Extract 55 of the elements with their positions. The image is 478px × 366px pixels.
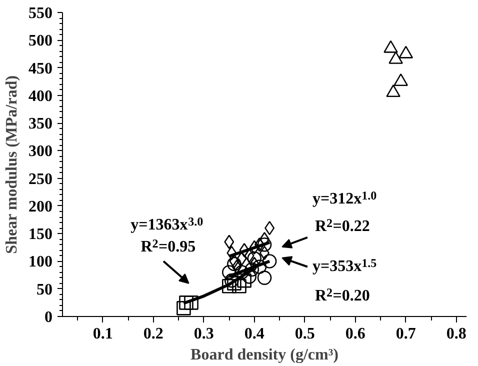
x-tick-label: 0.3	[194, 326, 214, 342]
point	[262, 254, 277, 268]
y-tick-label: 200	[28, 198, 52, 216]
x-tick-label: 0.7	[396, 326, 416, 342]
point	[249, 240, 260, 255]
point	[224, 273, 239, 288]
y-tick-label: 0	[44, 309, 52, 326]
point	[184, 296, 198, 310]
point	[244, 262, 260, 277]
point	[179, 296, 194, 310]
y-tick-label: 350	[28, 116, 52, 133]
point	[224, 234, 234, 250]
y-tick-label: 300	[28, 143, 52, 160]
point	[227, 256, 242, 272]
point	[244, 248, 254, 263]
point	[398, 46, 414, 58]
point	[242, 270, 256, 284]
x-tick-label: 0.4	[244, 326, 264, 342]
point	[236, 251, 247, 266]
point	[257, 238, 272, 252]
x-tick-label: 0.6	[345, 326, 366, 342]
x-tick-label: 0.1	[92, 326, 113, 342]
point	[388, 51, 403, 64]
point	[257, 270, 272, 285]
point	[226, 246, 237, 260]
point	[229, 254, 240, 268]
point	[386, 84, 400, 98]
y-tick-label: 500	[28, 32, 52, 50]
y-tick-label: 150	[28, 226, 52, 244]
point	[222, 265, 236, 280]
y-tick-label: 100	[28, 254, 52, 271]
y-tick-label: 450	[28, 60, 52, 78]
point	[227, 276, 242, 290]
y-tick-label: 400	[28, 88, 52, 105]
point	[252, 260, 267, 274]
point	[176, 301, 191, 316]
y-axis-title: Shear modulus (MPa/rad)	[4, 75, 20, 254]
x-tick-label: 0.2	[143, 326, 164, 342]
point	[264, 220, 275, 236]
point	[394, 73, 408, 86]
y-tick-label: 550	[28, 5, 52, 22]
x-tick-label: 0.8	[446, 326, 466, 342]
point	[254, 237, 264, 252]
x-tick-label: 0.5	[294, 326, 315, 342]
y-tick-label: 50	[36, 281, 52, 298]
y-tick-label: 250	[28, 170, 52, 188]
point	[247, 251, 262, 266]
point	[239, 243, 250, 258]
point	[249, 256, 260, 272]
point	[232, 260, 242, 274]
point	[222, 278, 236, 294]
point	[232, 278, 246, 294]
point	[237, 273, 252, 288]
x-axis-title: Board density (g/cm³)	[190, 346, 338, 364]
point	[384, 40, 398, 53]
